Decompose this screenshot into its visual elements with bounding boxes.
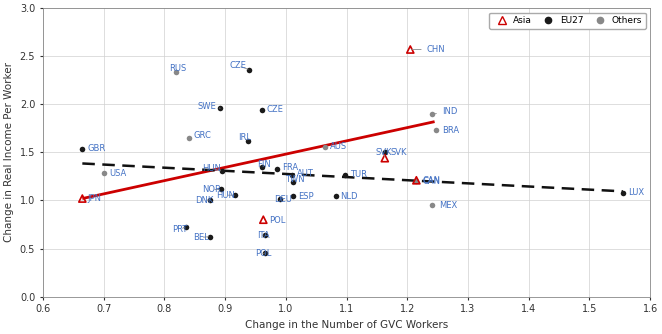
Point	[288, 193, 299, 199]
Text: HUN: HUN	[216, 191, 235, 200]
Point	[243, 138, 254, 144]
Text: CAN: CAN	[422, 176, 440, 185]
Legend: Asia, EU27, Others: Asia, EU27, Others	[489, 13, 645, 29]
Point	[275, 196, 285, 202]
Text: BEL: BEL	[193, 233, 209, 242]
Text: TUR: TUR	[350, 170, 367, 179]
Text: LUX: LUX	[628, 188, 644, 197]
Point	[379, 156, 390, 161]
Text: GBR: GBR	[88, 144, 106, 153]
Point	[287, 172, 297, 178]
Text: FIN: FIN	[258, 160, 271, 169]
Point	[405, 47, 416, 52]
Text: CAN: CAN	[422, 177, 440, 186]
Point	[260, 232, 270, 237]
Text: AUS: AUS	[330, 142, 348, 151]
Point	[426, 203, 437, 208]
Text: FRA: FRA	[282, 163, 299, 172]
Text: JPN: JPN	[87, 194, 101, 203]
Point	[215, 106, 226, 111]
Point	[216, 168, 227, 174]
Text: IND: IND	[433, 107, 457, 116]
Point	[288, 179, 299, 184]
Point	[379, 150, 390, 155]
Text: PRT: PRT	[172, 225, 187, 234]
Text: POL: POL	[269, 216, 285, 225]
Text: NOR: NOR	[203, 185, 222, 194]
Text: ESP: ESP	[298, 192, 314, 201]
Point	[320, 144, 330, 150]
Point	[618, 190, 628, 195]
Text: SWE: SWE	[198, 102, 220, 111]
Text: AUT: AUT	[297, 169, 314, 178]
Point	[205, 197, 215, 203]
Point	[230, 192, 241, 198]
Point	[77, 146, 87, 151]
Text: NLD: NLD	[340, 192, 358, 201]
Point	[216, 187, 226, 192]
Point	[256, 108, 267, 113]
Point	[330, 193, 341, 199]
Point	[257, 164, 267, 169]
Point	[426, 112, 437, 117]
Text: SVK: SVK	[391, 148, 406, 157]
Text: CHN: CHN	[412, 45, 446, 54]
Point	[180, 224, 191, 229]
Point	[430, 128, 441, 133]
X-axis label: Change in the Number of GVC Workers: Change in the Number of GVC Workers	[245, 320, 448, 330]
Point	[183, 136, 194, 141]
Point	[411, 178, 422, 183]
Point	[271, 167, 282, 172]
Text: IRL: IRL	[238, 133, 252, 142]
Point	[171, 69, 182, 74]
Point	[258, 217, 269, 222]
Point	[411, 178, 422, 183]
Text: CZE: CZE	[230, 61, 248, 70]
Point	[340, 173, 351, 178]
Text: GRC: GRC	[190, 131, 211, 140]
Point	[244, 67, 255, 72]
Text: MEX: MEX	[433, 201, 457, 210]
Text: USA: USA	[110, 169, 127, 178]
Text: TWN: TWN	[285, 175, 305, 184]
Y-axis label: Change in Real Income Per Worker: Change in Real Income Per Worker	[4, 62, 14, 242]
Text: RUS: RUS	[169, 64, 187, 73]
Text: POL: POL	[256, 249, 272, 258]
Text: SVK: SVK	[376, 148, 392, 157]
Point	[98, 170, 109, 176]
Point	[260, 250, 270, 256]
Text: BRA: BRA	[442, 126, 459, 135]
Text: DNK: DNK	[195, 195, 214, 204]
Text: CZE: CZE	[266, 105, 283, 114]
Text: ITA: ITA	[257, 230, 269, 239]
Text: HUN: HUN	[203, 164, 222, 173]
Point	[77, 196, 87, 201]
Text: DEU: DEU	[273, 194, 291, 203]
Point	[205, 234, 215, 239]
